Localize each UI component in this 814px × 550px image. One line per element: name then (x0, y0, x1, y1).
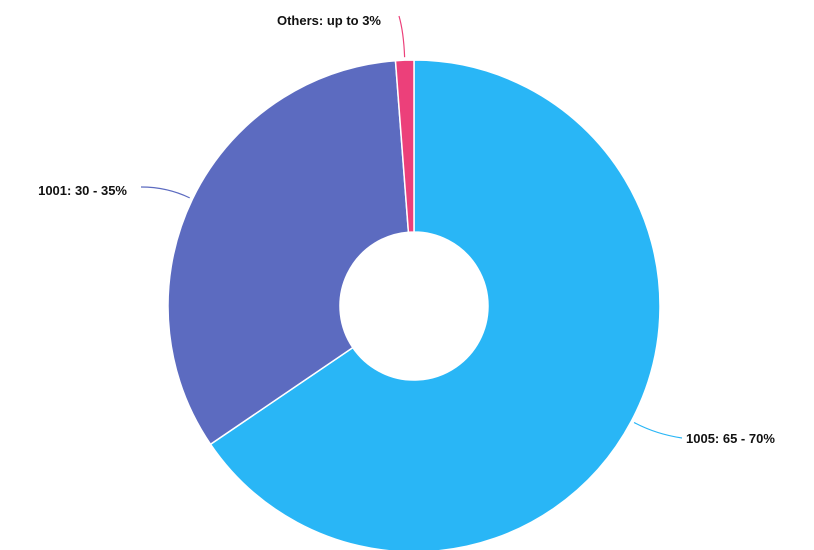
slices-layer (167, 59, 661, 550)
leader-line-1001 (140, 186, 190, 199)
slice-1001 (167, 59, 410, 446)
leader-line-1005 (633, 421, 683, 439)
labels-layer: 1005: 65 - 70% 1001: 30 - 35% Others: up… (38, 13, 775, 446)
slice-label-1005: 1005: 65 - 70% (686, 431, 775, 446)
slice-label-others: Others: up to 3% (277, 13, 381, 28)
slice-label-1001: 1001: 30 - 35% (38, 183, 127, 198)
leader-lines-layer (140, 15, 683, 439)
slice-others (394, 59, 415, 234)
slice-1005 (209, 59, 661, 550)
leader-line-others (398, 15, 406, 58)
